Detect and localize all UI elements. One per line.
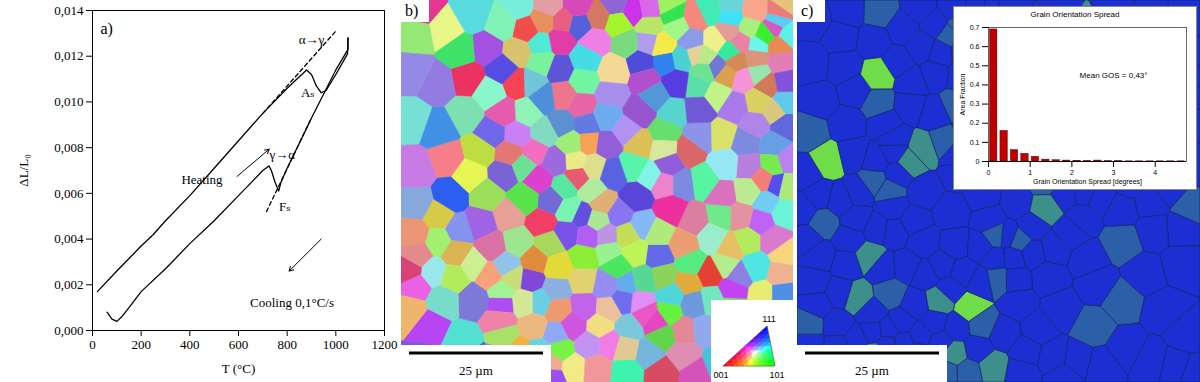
html-text:Grain Orientation Spread: Grain Orientation Spread [1030,10,1120,19]
svg-text:0.2: 0.2 [970,119,980,126]
svg-text:c): c) [801,2,813,20]
svg-text:0,012: 0,012 [54,48,83,63]
svg-text:800: 800 [277,337,297,352]
svg-text:101: 101 [769,370,784,380]
svg-text:3: 3 [1112,169,1116,176]
svg-text:111: 111 [762,314,776,324]
svg-text:b): b) [405,2,418,20]
svg-text:0,010: 0,010 [54,94,83,109]
svg-text:0,006: 0,006 [54,186,84,201]
svg-text:Fₛ: Fₛ [279,199,291,214]
svg-text:25 µm: 25 µm [855,363,889,378]
svg-text:600: 600 [229,337,249,352]
svg-text:200: 200 [131,337,151,352]
svg-text:γ→α: γ→α [269,147,296,162]
svg-text:0.5: 0.5 [970,62,980,69]
svg-text:α→γ: α→γ [299,32,325,47]
svg-text:Heating: Heating [181,172,223,187]
svg-text:0.7: 0.7 [970,24,980,31]
svg-text:0,000: 0,000 [54,323,83,338]
svg-text:Cooling 0,1°C/s: Cooling 0,1°C/s [250,295,334,310]
svg-text:Mean GOS = 0,43°: Mean GOS = 0,43° [1080,71,1148,80]
svg-text:Aₛ: Aₛ [301,85,315,100]
svg-text:0.1: 0.1 [970,139,980,146]
svg-text:0,002: 0,002 [54,277,83,292]
svg-text:4: 4 [1153,169,1157,176]
svg-text:0: 0 [987,169,991,176]
svg-text:25 µm: 25 µm [459,363,493,378]
svg-text:0.6: 0.6 [970,43,980,50]
svg-text:Area Fraction: Area Fraction [959,73,966,115]
svg-text:1: 1 [1028,169,1032,176]
svg-text:1200: 1200 [372,337,398,352]
svg-text:2: 2 [1070,169,1074,176]
svg-text:1000: 1000 [323,337,349,352]
svg-text:ΔL/L₀: ΔL/L₀ [16,154,31,186]
svg-text:T (°C): T (°C) [222,361,255,376]
svg-text:0,004: 0,004 [54,231,84,246]
svg-text:0: 0 [89,337,96,352]
svg-text:0.3: 0.3 [970,100,980,107]
svg-text:0,008: 0,008 [54,140,83,155]
svg-text:0,014: 0,014 [54,3,84,18]
svg-text:400: 400 [180,337,200,352]
svg-text:a): a) [101,20,113,38]
svg-text:0.4: 0.4 [970,81,980,88]
svg-text:0: 0 [976,158,980,165]
svg-text:001: 001 [713,370,728,380]
svg-text:Grain Orientation Spread [degr: Grain Orientation Spread [degrees] [1033,178,1142,186]
